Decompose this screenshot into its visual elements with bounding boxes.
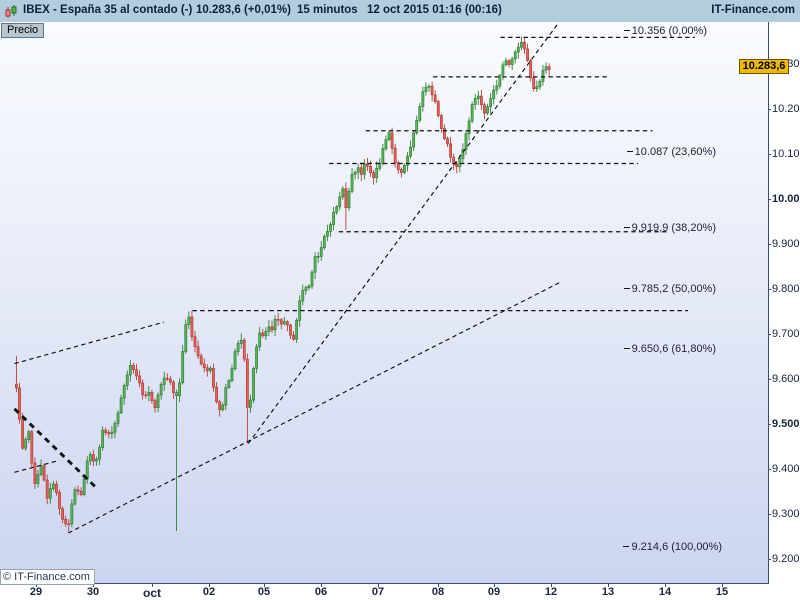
price-tick-mark [768, 559, 771, 560]
trend-line[interactable] [247, 22, 560, 444]
date-tick-label: 07 [371, 586, 385, 598]
date-tick-mark [152, 584, 153, 587]
date-tick-label: 12 [544, 586, 558, 598]
price-tick-mark [768, 469, 771, 470]
datetime-label: 12 oct 2015 01:16 (00:16) [367, 4, 502, 16]
date-tick-label: 29 [29, 586, 43, 598]
price-tick-label: 10.100 [772, 148, 800, 160]
date-tick-mark [494, 584, 495, 587]
date-axis: 29 30 oct 02 05 06 07 08 09 12 13 14 15 [0, 584, 800, 600]
price-tick-label: 9.700 [772, 328, 800, 340]
fibonacci-level-label: 10.087 (23,60%) [586, 146, 716, 158]
date-tick-mark [438, 584, 439, 587]
price-tick-mark [768, 199, 771, 200]
price-tick-mark [768, 289, 771, 290]
price-tick-label: 9.300 [772, 508, 800, 520]
date-tick-mark [722, 584, 723, 587]
date-tick-mark [321, 584, 322, 587]
last-price-change: 10.283,6 (+0,01%) [196, 4, 291, 16]
date-tick-mark [378, 584, 379, 587]
fibonacci-level-label: 9.214,6 (100,00%) [592, 541, 722, 553]
price-tick-label: 10.000 [772, 193, 800, 205]
price-tick-label: 9.200 [772, 553, 800, 565]
price-tick-label: 9.900 [772, 238, 800, 250]
timeframe-label: 15 minutos [297, 4, 358, 16]
price-tick-mark [768, 154, 771, 155]
price-tick-label: 9.800 [772, 283, 800, 295]
date-tick-label: 30 [86, 586, 100, 598]
date-tick-label: 13 [601, 586, 615, 598]
price-tick-mark [768, 379, 771, 380]
chart-plot-area[interactable] [0, 22, 769, 584]
instrument-title: IBEX - España 35 al contado (-) [23, 4, 193, 16]
trend-line[interactable] [13, 407, 98, 489]
brand-label: IT-Finance.com [711, 4, 795, 16]
date-tick-mark [665, 584, 666, 587]
date-tick-label: 14 [658, 586, 672, 598]
price-tick-label: 9.600 [772, 373, 800, 385]
copyright-label: © IT-Finance.com [0, 569, 95, 585]
trend-line[interactable] [14, 321, 164, 365]
trend-line[interactable] [68, 281, 562, 534]
price-tick-label: 9.400 [772, 463, 800, 475]
price-tick-label: 10.200 [772, 103, 800, 115]
annotation-lines[interactable] [13, 22, 695, 534]
date-tick-label: 08 [431, 586, 445, 598]
candlestick-series [15, 36, 551, 532]
price-tick-mark [768, 514, 771, 515]
date-tick-mark [264, 584, 265, 587]
date-tick-label: oct [143, 586, 161, 600]
price-axis: 10.30010.20010.10010.0009.9009.8009.7009… [768, 22, 800, 584]
date-tick-mark [551, 584, 552, 587]
fibonacci-level-label: 9.650,6 (61,80%) [586, 343, 716, 355]
candlestick-chart[interactable] [0, 22, 768, 583]
date-tick-label: 06 [314, 586, 328, 598]
date-tick-label: 15 [715, 586, 729, 598]
candlestick-chart-icon [5, 5, 17, 18]
price-tick-mark [768, 334, 771, 335]
date-tick-label: 05 [257, 586, 271, 598]
fibonacci-level-label: 9.919,9 (38,20%) [586, 222, 716, 234]
fibonacci-level-label: 9.785,2 (50,00%) [586, 283, 716, 295]
last-price-badge: 10.283,6 [739, 59, 789, 74]
price-tick-mark [768, 109, 771, 110]
price-tick-mark [768, 424, 771, 425]
title-bar: IBEX - España 35 al contado (-) 10.283,6… [0, 0, 800, 23]
price-tab-button[interactable]: Precio [1, 23, 45, 38]
price-tick-label: 9.500 [772, 418, 800, 430]
date-tick-mark [36, 584, 37, 587]
date-tick-label: 09 [487, 586, 501, 598]
date-tick-mark [209, 584, 210, 587]
fibonacci-level-label: 10.356 (0,00%) [577, 25, 707, 37]
date-tick-label: 02 [202, 586, 216, 598]
date-tick-mark [93, 584, 94, 587]
price-tick-mark [768, 244, 771, 245]
date-tick-mark [608, 584, 609, 587]
